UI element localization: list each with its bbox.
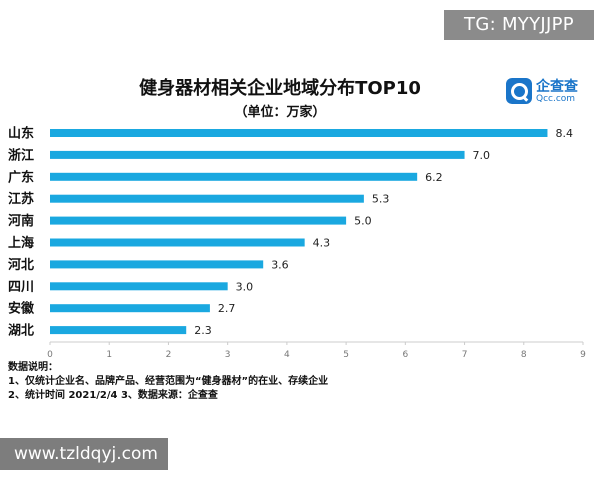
category-label: 河南 bbox=[8, 213, 34, 229]
category-label: 山东 bbox=[8, 126, 34, 142]
bar-chart: 山东 8.4 浙江 7.0 广东 6.2 江苏 5.3 河南 5.0 上海 4.3 河北 3.6 四川 3.0… bbox=[8, 126, 586, 361]
data-label: 3.0 bbox=[236, 280, 254, 293]
x-tick-label: 7 bbox=[462, 350, 468, 360]
notes-heading: 数据说明： bbox=[8, 362, 58, 373]
bar bbox=[50, 238, 305, 247]
category-label: 广东 bbox=[8, 169, 34, 185]
chart-title: 健身器材相关企业地域分布TOP10 bbox=[139, 78, 421, 99]
watermark-site-url: www.tzldqyj.com bbox=[0, 438, 168, 470]
data-label: 6.2 bbox=[425, 171, 443, 184]
category-label: 上海 bbox=[8, 235, 34, 251]
category-label: 河北 bbox=[8, 257, 34, 273]
chart-subtitle: （单位：万家） bbox=[234, 105, 326, 120]
x-tick-label: 8 bbox=[521, 350, 527, 360]
x-tick-label: 4 bbox=[284, 350, 290, 360]
bar bbox=[50, 304, 210, 313]
data-label: 7.0 bbox=[473, 149, 491, 162]
brand-name: 企查查 bbox=[536, 79, 578, 95]
bar bbox=[50, 150, 465, 159]
category-label: 浙江 bbox=[8, 147, 34, 163]
bar bbox=[50, 282, 228, 291]
bar bbox=[50, 129, 548, 137]
category-label: 安徽 bbox=[8, 301, 35, 317]
data-notes: 数据说明： 1、仅统计企业名、品牌产品、经营范围为“健身器材”的在业、存续企业 … bbox=[8, 361, 328, 403]
data-label: 3.6 bbox=[271, 258, 289, 271]
category-label: 湖北 bbox=[8, 324, 34, 339]
category-label: 江苏 bbox=[8, 191, 34, 207]
watermark-telegram: TG: MYYJJPP bbox=[444, 10, 594, 40]
data-label: 5.3 bbox=[372, 193, 390, 206]
notes-line-2: 2、统计时间 2021/2/4 3、数据来源：企查查 bbox=[8, 390, 218, 401]
x-tick-label: 2 bbox=[166, 350, 172, 360]
data-label: 5.0 bbox=[354, 215, 372, 228]
data-label: 2.3 bbox=[194, 324, 212, 337]
bar bbox=[50, 216, 347, 225]
bar bbox=[50, 172, 418, 181]
brand-logo: 企查查 Qcc.com bbox=[506, 76, 586, 106]
magnifier-logo-icon bbox=[506, 78, 532, 104]
brand-domain: Qcc.com bbox=[536, 94, 576, 104]
x-tick-label: 9 bbox=[580, 350, 586, 360]
bar bbox=[50, 260, 264, 269]
data-label: 2.7 bbox=[218, 302, 236, 315]
x-tick-label: 1 bbox=[106, 350, 112, 360]
x-tick-label: 6 bbox=[402, 350, 408, 360]
bar bbox=[50, 194, 364, 203]
x-tick-label: 0 bbox=[47, 350, 53, 360]
category-label: 四川 bbox=[8, 280, 34, 295]
data-label: 4.3 bbox=[313, 237, 331, 250]
bar bbox=[50, 326, 187, 335]
x-tick-label: 3 bbox=[225, 350, 231, 360]
x-tick-label: 5 bbox=[343, 350, 349, 360]
notes-line-1: 1、仅统计企业名、品牌产品、经营范围为“健身器材”的在业、存续企业 bbox=[8, 376, 329, 387]
data-label: 8.4 bbox=[555, 127, 573, 140]
